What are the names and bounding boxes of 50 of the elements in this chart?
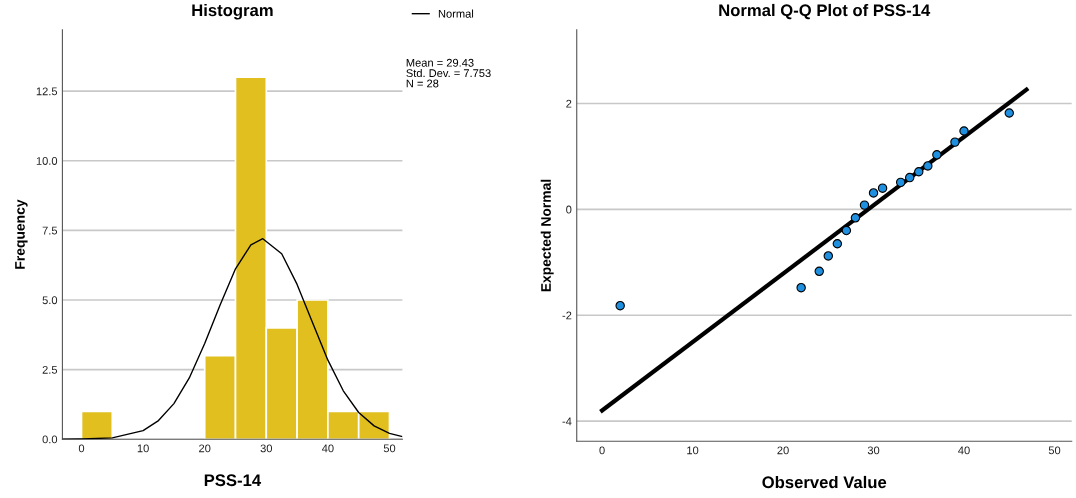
legend-label: Normal	[438, 9, 474, 18]
x-axis-title: Observed Value	[762, 475, 887, 489]
y-tick-label: 5.0	[42, 296, 58, 305]
chart-title: Histogram	[192, 3, 273, 20]
y-axis-title: Expected Normal	[540, 179, 554, 292]
point	[1004, 108, 1014, 118]
point	[950, 137, 960, 147]
x-tick-label: 0	[78, 444, 85, 453]
x-tick-label: 20	[777, 446, 789, 455]
y-tick-label: 2	[566, 99, 572, 108]
x-tick-label: 50	[1048, 446, 1061, 455]
point	[859, 200, 870, 210]
x-tick-label: 10	[687, 446, 699, 455]
point	[914, 167, 924, 177]
text: Mean = 29.43	[406, 58, 474, 67]
y-tick-label: -4	[562, 417, 572, 426]
point	[832, 239, 843, 249]
y-tick-label: 0	[566, 205, 572, 214]
x-axis-title: PSS-14	[204, 474, 262, 487]
point	[905, 172, 915, 183]
point	[814, 266, 824, 277]
point	[796, 282, 806, 293]
point	[823, 251, 834, 261]
x-tick-label: 10	[137, 444, 149, 453]
point	[877, 183, 888, 193]
x-tick-label: 50	[383, 444, 396, 453]
point	[841, 225, 852, 236]
text: N = 28	[406, 79, 439, 88]
x-tick-label: 0	[599, 446, 605, 455]
x-tick-label: 30	[867, 446, 880, 455]
point	[959, 126, 969, 136]
y-tick-label: 0.0	[42, 435, 58, 444]
point	[850, 213, 861, 223]
y-axis-title: Frequency	[15, 199, 28, 269]
x-tick-label: 40	[958, 446, 970, 455]
point	[923, 161, 933, 171]
point	[895, 177, 906, 188]
y-tick-label: 2.5	[42, 365, 58, 374]
point	[615, 300, 625, 311]
point	[932, 150, 942, 160]
y-tick-label: -2	[562, 311, 572, 320]
point	[868, 188, 879, 198]
chart-title: Normal Q-Q Plot of PSS-14	[719, 3, 931, 20]
y-tick-label: 10.0	[36, 157, 58, 165]
x-tick-label: 40	[321, 444, 334, 453]
y-tick-label: 12.5	[36, 87, 58, 96]
y-tick-label: 7.5	[42, 226, 58, 235]
text: Std. Dev. = 7.753	[406, 68, 491, 78]
x-tick-label: 30	[260, 444, 273, 453]
x-tick-label: 20	[199, 444, 211, 453]
